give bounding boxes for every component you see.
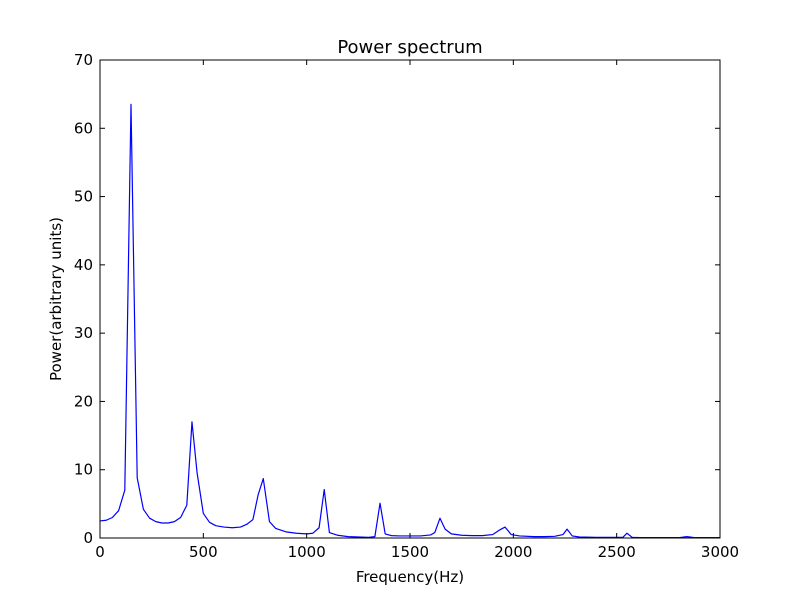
y-tick-label: 20 bbox=[74, 392, 93, 410]
y-tick-label: 40 bbox=[74, 256, 93, 274]
plot-frame bbox=[99, 59, 721, 539]
x-tick-label: 1000 bbox=[288, 543, 326, 561]
y-tick-label: 0 bbox=[83, 529, 93, 547]
chart-title: Power spectrum bbox=[337, 37, 482, 58]
x-tick-label: 0 bbox=[95, 543, 105, 561]
x-tick-label: 500 bbox=[189, 543, 218, 561]
y-tick-label: 50 bbox=[74, 188, 93, 206]
y-tick-label: 30 bbox=[74, 324, 93, 342]
y-tick-label: 10 bbox=[74, 461, 93, 479]
y-axis-label: Power(arbitrary units) bbox=[47, 217, 65, 381]
spectrum-line bbox=[99, 103, 720, 539]
x-tick-label: 1500 bbox=[391, 543, 429, 561]
x-tick-label: 2500 bbox=[598, 543, 636, 561]
y-tick-label: 70 bbox=[74, 51, 93, 69]
y-tick-label: 60 bbox=[74, 119, 93, 137]
x-tick-label: 3000 bbox=[701, 543, 739, 561]
series-layer bbox=[99, 103, 720, 539]
x-tick-label: 2000 bbox=[494, 543, 532, 561]
x-axis-label: Frequency(Hz) bbox=[356, 568, 464, 586]
ticks-layer: 0 500 1000 1500 2000 2500 3000 0 10 20 30 40 50 60 70 bbox=[74, 51, 739, 561]
plot-area bbox=[100, 60, 720, 538]
